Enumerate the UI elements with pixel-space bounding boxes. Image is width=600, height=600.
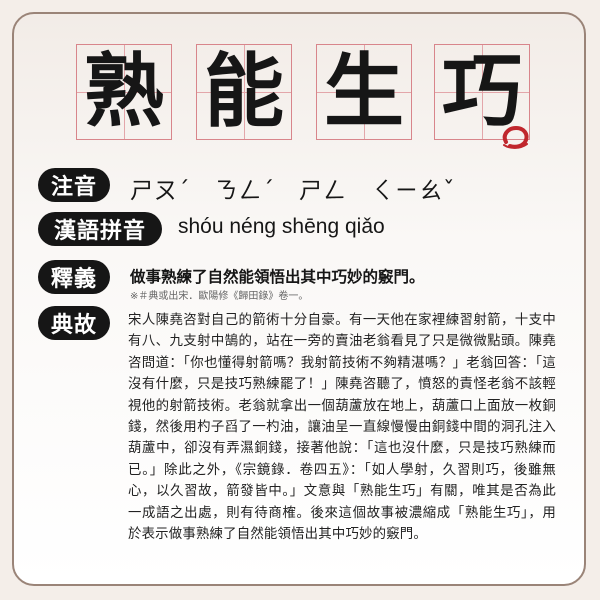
title-cell: 生	[316, 44, 412, 140]
source-note: ※＃典或出宋．歐陽修《歸田錄》卷一。	[130, 291, 309, 302]
title-char: 能	[204, 45, 284, 138]
idiom-title: 熟 能 生 巧	[76, 44, 536, 144]
zhuyin-label: 注音	[38, 168, 110, 202]
pinyin-label: 漢語拼音	[38, 212, 162, 246]
definition-text: 做事熟練了自然能領悟出其中巧妙的竅門。	[130, 268, 425, 286]
title-char: 生	[324, 45, 404, 138]
title-char: 巧	[442, 45, 522, 138]
red-brush-seal-icon	[502, 125, 529, 149]
story-text: 宋人陳堯咨對自己的箭術十分自豪。有一天他在家裡練習射箭，十支中有八、九支射中鵠的…	[128, 313, 556, 543]
title-cell: 熟	[76, 44, 172, 140]
title-char: 熟	[84, 45, 164, 138]
definition-label: 釋義	[38, 260, 110, 294]
title-cell: 巧	[434, 44, 530, 140]
story-label: 典故	[38, 306, 110, 340]
zhuyin-text: ㄕㄡˊ ㄋㄥˊ ㄕㄥ ㄑㄧㄠˇ	[130, 178, 456, 204]
title-cell: 能	[196, 44, 292, 140]
pinyin-text: shóu néng shēng qiǎo	[178, 215, 385, 238]
